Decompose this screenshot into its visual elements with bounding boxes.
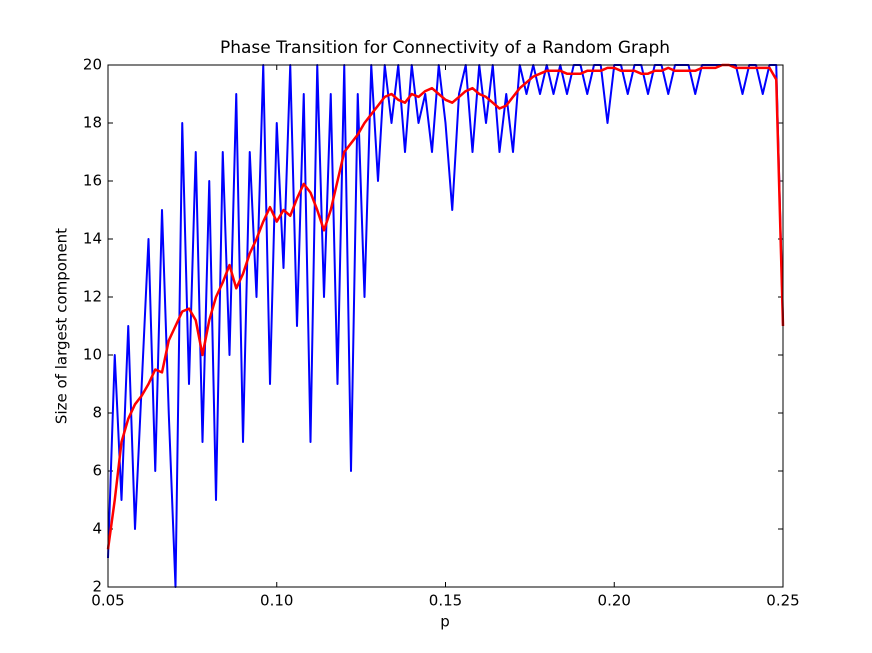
y-axis-label: Size of largest component — [53, 228, 71, 424]
y-tick-label: 14 — [83, 230, 102, 248]
y-tick-label: 6 — [92, 462, 102, 480]
y-tick-label: 12 — [83, 288, 102, 306]
y-tick-label: 2 — [92, 578, 102, 596]
data-line — [107, 64, 784, 588]
x-tick-label: 0.05 — [91, 592, 124, 610]
plot-frame — [107, 64, 784, 588]
y-tick-label: 8 — [92, 404, 102, 422]
y-tick-label: 18 — [83, 114, 102, 132]
x-axis-label: p — [440, 613, 450, 631]
y-tick-label: 20 — [83, 56, 102, 74]
x-tick-label: 0.10 — [260, 592, 293, 610]
y-tick-label: 4 — [92, 520, 102, 538]
x-tick-label: 0.20 — [598, 592, 631, 610]
y-tick-label: 16 — [83, 172, 102, 190]
x-tick-label: 0.25 — [766, 592, 799, 610]
data-line — [106, 63, 785, 550]
chart-title: Phase Transition for Connectivity of a R… — [220, 38, 670, 58]
y-tick-label: 10 — [83, 346, 102, 364]
x-tick-label: 0.15 — [429, 592, 462, 610]
